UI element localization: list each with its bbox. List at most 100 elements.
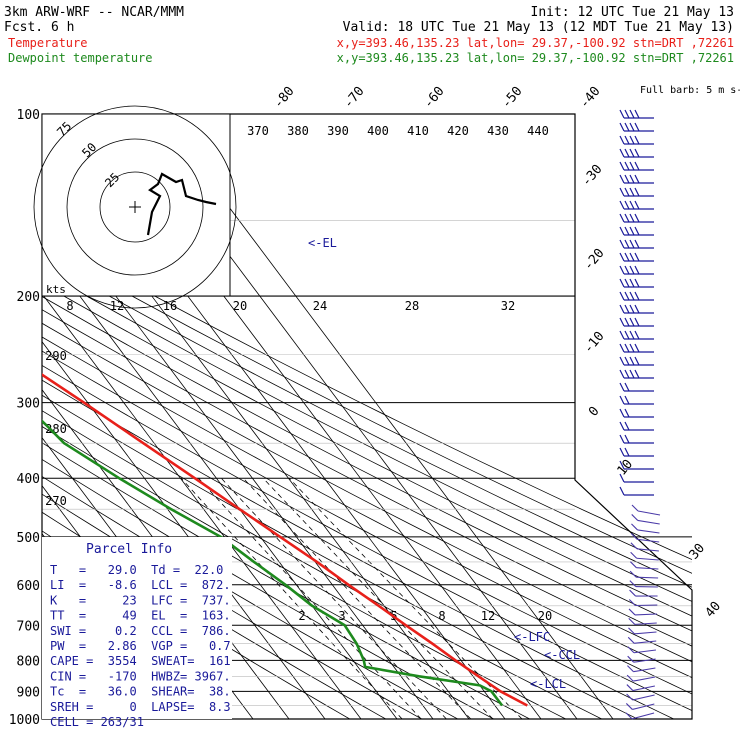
wind-barb (627, 655, 635, 663)
isotherm-line (42, 293, 362, 719)
wind-barb (634, 109, 640, 119)
wind-barb (634, 304, 640, 314)
pressure-tick-label: 600 (17, 579, 40, 594)
wind-barb (624, 330, 630, 340)
wind-barb (619, 395, 625, 405)
theta-label-left: 280 (45, 422, 67, 436)
wind-barb (626, 674, 634, 682)
wind-barb (633, 658, 656, 663)
wind-barb (624, 122, 630, 132)
wind-barb (629, 122, 635, 132)
isotherm-label: -10 (581, 329, 608, 357)
theta-label: 430 (487, 124, 509, 138)
isotherm-label: -30 (579, 162, 606, 190)
wind-barb (619, 122, 625, 132)
wind-barb (619, 278, 625, 288)
wind-barb (629, 239, 635, 249)
plot-frame (41, 113, 693, 720)
parcel-info-row: SWI = 0.2 CCL = 786. (50, 624, 231, 638)
wind-barb (636, 567, 659, 570)
profiles (42, 373, 528, 707)
level-annotation: <-EL (308, 236, 337, 250)
wind-barb (634, 187, 640, 197)
wind-barb (629, 369, 635, 379)
isotherm-line (42, 244, 398, 719)
wind-barb (619, 473, 625, 483)
wind-barb (631, 712, 655, 720)
wind-barb (634, 213, 640, 223)
parcel-info-row: SREH = 0 LAPSE= 8.3 (50, 700, 231, 714)
wind-barb (634, 343, 640, 353)
wind-barb (634, 369, 640, 379)
wind-barb (634, 330, 640, 340)
wind-barb (624, 148, 630, 158)
wind-barb (629, 278, 635, 288)
wind-barb (619, 434, 625, 444)
wind-barb (624, 135, 630, 145)
wind-barb (624, 187, 630, 197)
temperature-legend: Temperature (8, 36, 87, 50)
mixing-ratio-label: 20 (538, 609, 552, 623)
wind-barb (625, 703, 633, 710)
level-annotation: <-LCL (530, 677, 566, 691)
mixing-ratio-label: 8 (438, 609, 445, 623)
wind-barb (619, 161, 625, 171)
wind-barb (619, 187, 625, 197)
wind-barb (634, 174, 640, 184)
wind-barb (619, 174, 625, 184)
pressure-tick-label: 100 (17, 108, 40, 123)
parcel-info-row: T = 29.0 Td = 22.0 (50, 563, 223, 577)
wind-barb (624, 382, 630, 392)
isotherm-label: 10 (615, 457, 637, 479)
hodograph-unit-label: kts (46, 283, 66, 296)
theta-label: 400 (367, 124, 389, 138)
temperature-location: x,y=393.46,135.23 lat,lon= 29.37,-100.92… (337, 36, 734, 50)
isotherm-label: 30 (687, 541, 709, 563)
wind-barb (619, 460, 625, 470)
wind-barb (628, 618, 636, 625)
wind-barb (619, 239, 625, 249)
mixing-ratio-label: 3 (338, 609, 345, 623)
wind-barb (629, 304, 635, 314)
mixing-ratio-label: 2 (298, 609, 305, 623)
barb-scale-label: Full barb: 5 m s-1 (640, 85, 740, 96)
wind-barb (634, 278, 640, 288)
wind-barb (624, 213, 630, 223)
wind-barb (631, 523, 638, 531)
theta-label: 410 (407, 124, 429, 138)
isotherm-label: 0 (586, 404, 603, 420)
isotherm-line (0, 114, 1, 719)
wind-barb (619, 356, 625, 366)
wind-barb (624, 226, 630, 236)
wind-barb (619, 369, 625, 379)
wind-barb (634, 200, 640, 210)
wind-barb (629, 561, 637, 569)
parcel-info-row: LI = -8.6 LCL = 872. (50, 578, 231, 592)
theta-label: 390 (327, 124, 349, 138)
isotherm-label: -80 (271, 84, 298, 112)
wind-barb (634, 631, 657, 635)
wind-barb (634, 640, 657, 644)
wind-barb (619, 317, 625, 327)
mixing-ratio-label: 28 (405, 299, 419, 313)
wind-barb (624, 317, 630, 327)
model-title: 3km ARW-WRF -- NCAR/MMM (4, 5, 184, 20)
theta-label: 380 (287, 124, 309, 138)
wind-barb (619, 421, 625, 431)
wind-barb (632, 685, 655, 692)
wind-barb (624, 395, 630, 405)
wind-barb (629, 226, 635, 236)
wind-barb (629, 291, 635, 301)
level-annotation: <-LFC (514, 630, 550, 644)
wind-barb (636, 548, 659, 552)
wind-barb (624, 265, 630, 275)
wind-barb (630, 532, 638, 540)
wind-barb (626, 693, 633, 701)
wind-barb (629, 330, 635, 340)
wind-barb (629, 148, 635, 158)
wind-barb (626, 684, 634, 691)
wind-barb (630, 551, 638, 559)
wind-barb (624, 239, 630, 249)
parcel-info-title: Parcel Info (86, 542, 172, 557)
